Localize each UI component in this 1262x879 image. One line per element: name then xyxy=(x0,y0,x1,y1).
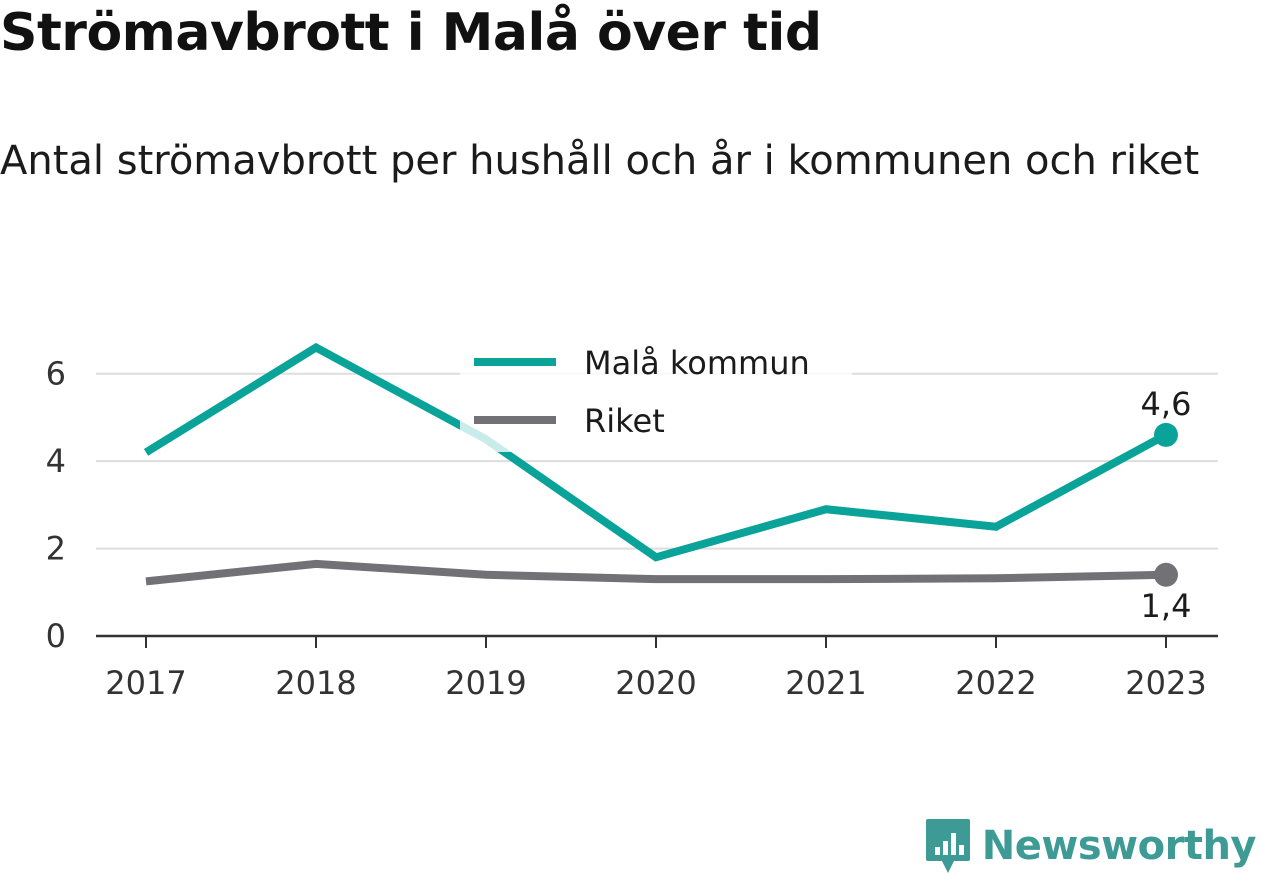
chart-title: Strömavbrott i Malå över tid xyxy=(0,3,822,63)
series-line-riket xyxy=(145,559,1167,586)
x-tick-label: 2019 xyxy=(445,664,526,702)
x-tick-label: 2017 xyxy=(105,664,186,702)
x-tick-label: 2020 xyxy=(615,664,696,702)
legend-label: Riket xyxy=(584,402,665,440)
y-tick-label: 6 xyxy=(46,355,66,393)
y-tick-label: 4 xyxy=(46,442,66,480)
y-tick-label: 2 xyxy=(46,530,66,568)
newsworthy-logo-icon xyxy=(925,819,970,873)
end-value-label: 4,6 xyxy=(1141,385,1192,423)
legend-background xyxy=(460,336,852,452)
brand-name: Newsworthy xyxy=(981,823,1257,869)
data-point xyxy=(1154,562,1178,587)
x-tick-label: 2018 xyxy=(275,664,356,702)
legend-label: Malå kommun xyxy=(584,344,810,382)
newsworthy-brand: Newsworthy xyxy=(924,817,1257,875)
chart-subtitle: Antal strömavbrott per hushåll och år i … xyxy=(0,138,1200,184)
x-tick-label: 2021 xyxy=(785,664,866,702)
x-tick-label: 2023 xyxy=(1125,664,1206,702)
y-tick-label: 0 xyxy=(46,617,66,655)
end-value-label: 1,4 xyxy=(1141,587,1192,625)
x-tick-label: 2022 xyxy=(955,664,1036,702)
data-point xyxy=(1154,422,1178,447)
